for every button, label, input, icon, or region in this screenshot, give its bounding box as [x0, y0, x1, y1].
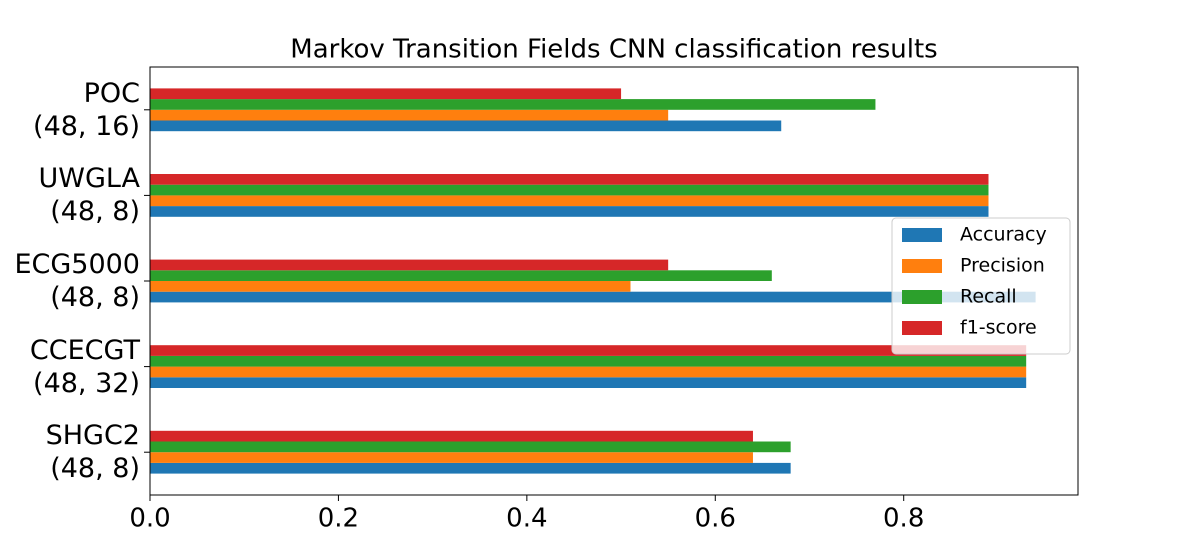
legend-swatch	[902, 290, 942, 304]
x-tick-label: 0.8	[883, 504, 924, 534]
x-tick-label: 0.0	[129, 504, 170, 534]
legend-swatch	[902, 321, 942, 335]
bar	[150, 430, 753, 442]
x-tick-label: 0.6	[695, 504, 736, 534]
bar	[150, 462, 791, 474]
y-tick-label: UWGLA (48, 8)	[38, 163, 140, 228]
legend-swatch	[902, 228, 942, 242]
bar	[150, 377, 1027, 388]
bar	[150, 184, 989, 196]
legend-label: Recall	[960, 286, 1017, 308]
bar	[150, 195, 989, 207]
bar	[150, 259, 669, 271]
bar	[150, 206, 989, 217]
legend-label: Precision	[960, 255, 1045, 277]
legend-box	[891, 217, 1071, 355]
chart-title: Markov Transition Fields CNN classificat…	[290, 35, 937, 65]
bar	[150, 174, 989, 185]
bar	[150, 99, 876, 110]
y-tick-label: CCECGT (48, 32)	[29, 334, 140, 399]
legend: Accuracy Precision Recall f1-score	[891, 217, 1071, 355]
bar	[150, 281, 631, 292]
y-tick-label: POC (48, 16)	[33, 77, 140, 142]
bar	[150, 345, 1027, 356]
y-tick-label: SHGC2 (48, 8)	[45, 420, 140, 485]
bar	[150, 441, 791, 453]
bar	[150, 270, 772, 281]
x-tick-label: 0.2	[318, 504, 359, 534]
legend-swatch	[902, 259, 942, 273]
legend-label: f1-score	[960, 317, 1037, 339]
x-tick-label: 0.4	[506, 504, 547, 534]
bar	[150, 88, 622, 100]
y-tick-label: ECG5000 (48, 8)	[14, 249, 140, 313]
bar	[150, 452, 753, 463]
bar	[150, 120, 782, 132]
bar	[150, 291, 1036, 303]
bar	[150, 355, 1027, 367]
bar	[150, 366, 1027, 378]
bar	[150, 109, 669, 121]
legend-label: Accuracy	[960, 224, 1047, 246]
